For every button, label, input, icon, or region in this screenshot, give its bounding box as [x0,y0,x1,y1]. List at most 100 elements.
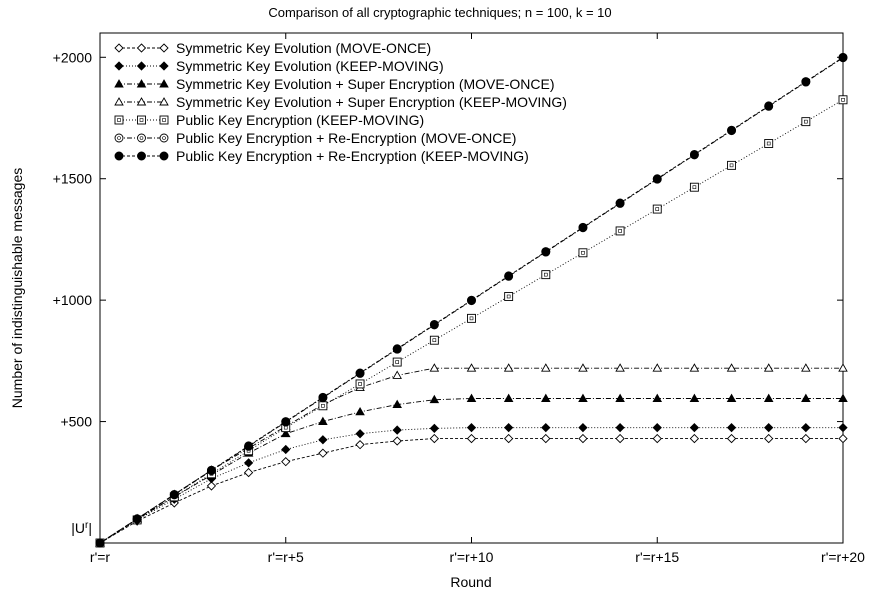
marker-inner [655,207,660,211]
data-point [615,226,625,236]
data-point [467,295,476,305]
data-point [355,379,365,389]
data-point [652,393,663,402]
data-point [838,393,848,402]
data-point [429,433,439,444]
data-point [615,423,625,433]
data-point [429,319,439,329]
legend-marker [114,43,124,53]
legend-marker [159,79,169,88]
legend-label: Public Key Encryption + Re-Encryption (M… [176,130,516,146]
data-point [578,423,588,433]
legend-item: Symmetric Key Evolution (KEEP-MOVING) [114,58,444,74]
data-point [466,433,477,444]
y-tick-label: +2000 [53,49,93,65]
data-point [689,423,700,433]
marker-inner [321,403,325,408]
data-point [206,465,216,475]
y-axis: |Ur| +500 +1000 +1500 +2000 [53,49,843,536]
legend-label: Symmetric Key Evolution (KEEP-MOVING) [176,58,444,74]
data-point [578,393,588,402]
data-point [652,433,662,444]
marker-inner [469,316,474,321]
data-point [838,433,848,444]
data-point [280,428,291,438]
legend-marker [114,61,124,71]
legend-item: Public Key Encryption (KEEP-MOVING) [114,112,424,128]
data-point [764,139,774,148]
data-point [392,425,402,435]
legend-marker [136,43,147,53]
series-line [99,56,844,544]
marker-inner [766,141,771,146]
data-point [466,363,477,372]
data-point [763,363,774,372]
data-point [541,247,551,257]
legend-marker [114,151,124,161]
data-point [392,370,402,379]
marker-inner [729,163,734,168]
marker-inner [162,136,166,140]
legend-marker [136,97,147,106]
data-point [318,401,328,411]
marker-inner [841,97,845,102]
marker-inner [543,272,548,277]
y-tick-label: +1000 [53,292,93,308]
marker-inner [358,382,362,386]
data-point [355,440,365,450]
legend-item: Symmetric Key Evolution + Super Encrypti… [114,94,567,110]
data-point [615,433,625,444]
data-point [689,393,700,402]
data-point [392,399,402,409]
legend-marker [159,151,169,161]
marker-inner [506,294,511,299]
data-point [541,433,551,444]
data-point [615,198,625,208]
data-point [504,433,514,444]
marker-inner [804,119,808,124]
legend-marker [136,79,147,88]
data-point [615,363,625,372]
series-line [99,398,843,544]
data-point [727,160,736,170]
series-1 [95,433,848,548]
x-tick-label: r'=r+5 [268,549,304,565]
data-point [281,457,291,467]
data-point [838,363,848,372]
data-point [504,423,514,433]
data-point [504,271,514,281]
data-point [504,292,514,301]
y-tick-label: |Ur| [71,520,92,536]
data-point [652,363,663,372]
marker-inner [139,136,144,140]
legend-label: Public Key Encryption + Re-Encryption (K… [176,148,529,164]
legend-item: Symmetric Key Evolution + Super Encrypti… [114,76,555,92]
legend-marker [159,61,169,71]
data-point [243,458,254,468]
data-point [726,363,737,372]
data-point [689,182,699,192]
data-point [429,335,439,345]
x-axis-label: Round [450,574,491,590]
marker-inner [162,118,166,122]
legend-item: Public Key Encryption + Re-Encryption (K… [114,148,529,164]
data-point [652,423,662,433]
data-point [689,363,700,372]
legend-marker [137,115,146,125]
data-point [318,392,328,402]
marker-inner [692,185,697,190]
data-point [244,441,254,451]
data-point [206,481,217,491]
legend-marker [114,79,124,88]
marker-inner [395,360,400,364]
data-point [578,222,588,232]
data-point [541,363,551,372]
data-point [169,489,179,499]
data-point [429,363,440,372]
data-point [541,423,551,433]
legend-item: Symmetric Key Evolution (MOVE-ONCE) [114,40,431,56]
data-point [578,363,588,372]
legend-item: Public Key Encryption + Re-Encryption (M… [114,130,516,146]
data-point [318,448,328,458]
